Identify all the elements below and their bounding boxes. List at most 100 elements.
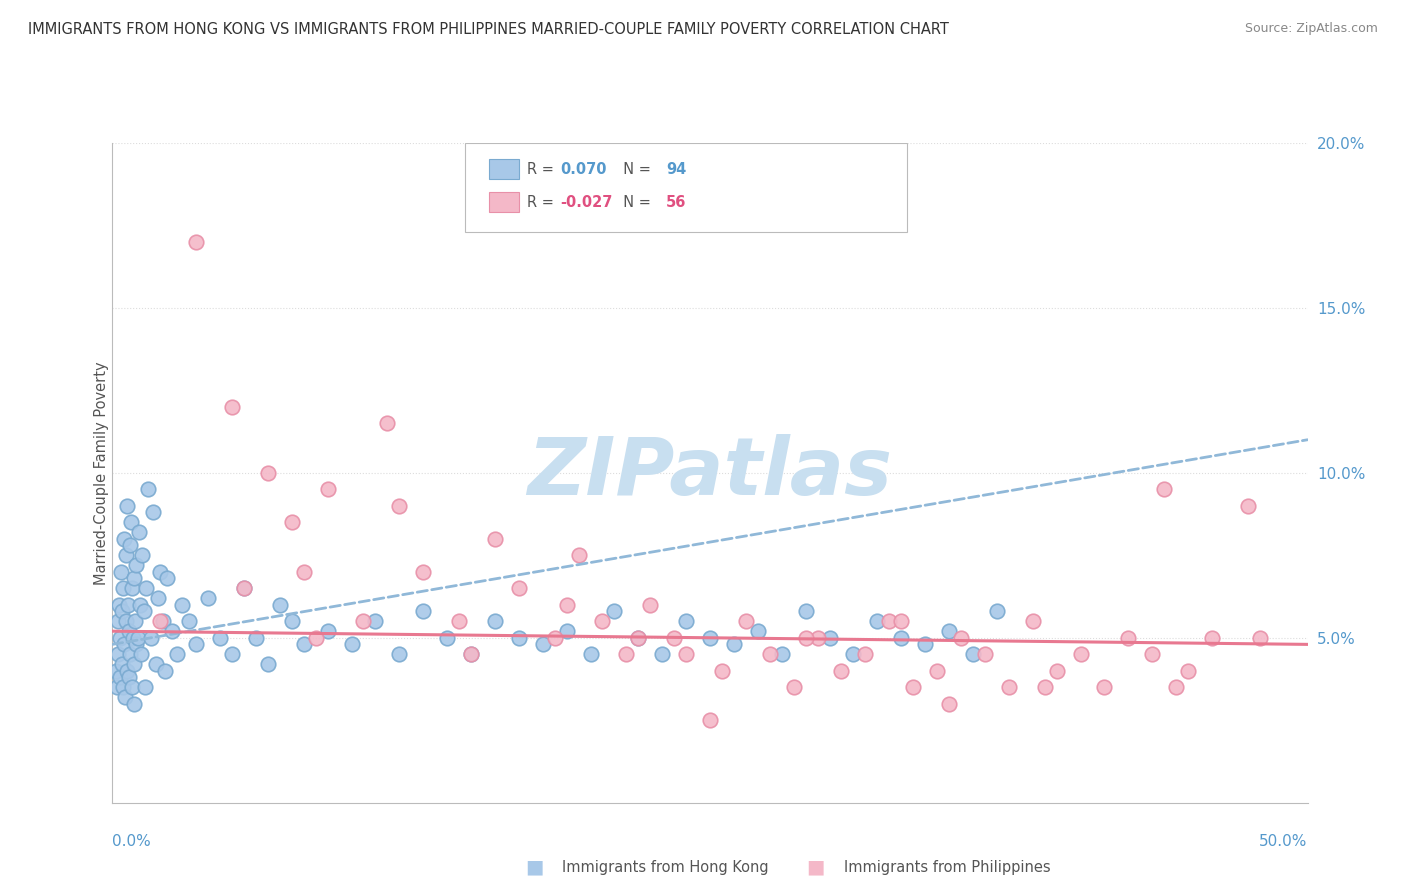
Point (177, 615, 200, 629)
Point (256, 657, 278, 672)
Text: R =: R = (527, 161, 558, 177)
Point (121, 681, 143, 695)
Point (232, 582, 256, 596)
Point (156, 571, 179, 585)
Point (555, 624, 578, 639)
Point (292, 565, 315, 579)
Text: N =: N = (614, 161, 657, 177)
Point (603, 604, 626, 618)
Text: Immigrants from Hong Kong: Immigrants from Hong Kong (562, 860, 769, 874)
Point (281, 615, 304, 629)
Point (245, 631, 267, 645)
Text: 50.0%: 50.0% (1260, 834, 1308, 849)
Point (197, 591, 219, 606)
Point (1164, 681, 1187, 695)
Point (105, 664, 128, 678)
Point (118, 670, 141, 684)
Point (914, 637, 936, 651)
Point (340, 637, 363, 651)
Point (747, 624, 769, 639)
Point (108, 631, 131, 645)
Point (186, 235, 208, 249)
Point (986, 604, 1008, 618)
Point (112, 582, 135, 596)
Point (973, 648, 995, 662)
Text: 94: 94 (666, 161, 686, 177)
Point (166, 648, 188, 662)
Point (292, 637, 315, 651)
Point (1140, 648, 1163, 662)
Text: N =: N = (614, 194, 657, 210)
Point (877, 615, 900, 629)
Point (170, 598, 193, 612)
Point (114, 615, 136, 629)
Point (711, 664, 734, 678)
Point (484, 615, 506, 629)
Point (651, 648, 673, 662)
Point (208, 631, 231, 645)
Point (107, 648, 129, 662)
Point (122, 657, 145, 672)
Point (1237, 499, 1260, 513)
Text: ■: ■ (524, 857, 544, 877)
Point (388, 648, 411, 662)
Point (890, 615, 912, 629)
Point (794, 631, 817, 645)
Point (1069, 648, 1091, 662)
Point (412, 604, 434, 618)
Point (531, 637, 554, 651)
Point (124, 615, 146, 629)
Point (460, 648, 482, 662)
Point (152, 615, 174, 629)
Point (125, 637, 148, 651)
Point (115, 548, 138, 563)
Point (131, 548, 153, 563)
Point (269, 598, 291, 612)
Point (111, 681, 134, 695)
Point (186, 637, 208, 651)
Y-axis label: Married-Couple Family Poverty: Married-Couple Family Poverty (94, 361, 108, 584)
Point (627, 631, 650, 645)
Point (232, 582, 256, 596)
Point (567, 548, 591, 563)
Point (149, 565, 172, 579)
Point (138, 483, 160, 497)
Point (120, 648, 142, 662)
Point (508, 631, 530, 645)
Point (142, 505, 165, 519)
Point (794, 604, 817, 618)
Point (281, 516, 304, 530)
Point (830, 664, 852, 678)
Point (412, 565, 434, 579)
Point (162, 624, 183, 639)
Point (543, 631, 565, 645)
Point (627, 631, 650, 645)
Point (675, 648, 697, 662)
Point (591, 615, 613, 629)
Text: -0.027: -0.027 (561, 194, 613, 210)
Point (117, 499, 139, 513)
Point (1153, 483, 1175, 497)
Point (759, 648, 782, 662)
Point (135, 582, 157, 596)
Point (108, 670, 131, 684)
Point (129, 648, 152, 662)
Point (121, 631, 143, 645)
Point (555, 598, 578, 612)
Text: Immigrants from Philippines: Immigrants from Philippines (844, 860, 1050, 874)
Point (108, 598, 131, 612)
Point (128, 525, 150, 540)
Point (842, 648, 865, 662)
Point (614, 648, 637, 662)
Point (107, 615, 129, 629)
Bar (489, 160, 519, 179)
Point (460, 648, 482, 662)
Point (256, 466, 278, 480)
Text: ■: ■ (806, 857, 825, 877)
Point (447, 615, 470, 629)
Point (304, 631, 326, 645)
Text: ZIPatlas: ZIPatlas (527, 434, 893, 512)
Text: IMMIGRANTS FROM HONG KONG VS IMMIGRANTS FROM PHILIPPINES MARRIED-COUPLE FAMILY P: IMMIGRANTS FROM HONG KONG VS IMMIGRANTS … (28, 22, 949, 37)
Point (1021, 615, 1043, 629)
Point (112, 637, 135, 651)
